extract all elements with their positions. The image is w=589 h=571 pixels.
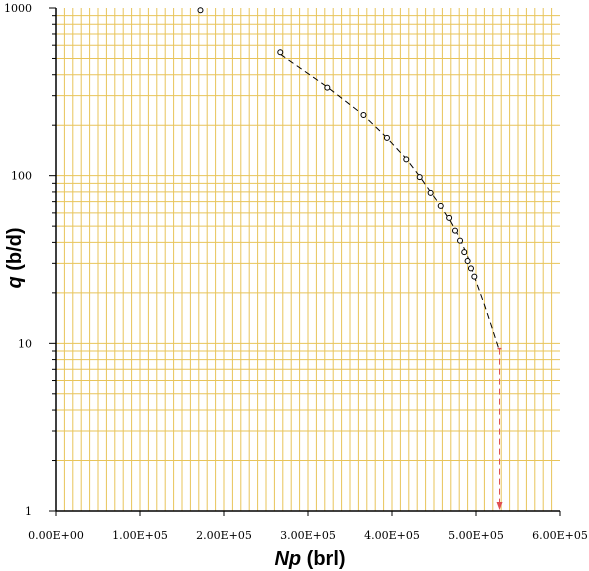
data-point xyxy=(437,202,444,209)
data-point xyxy=(452,227,458,234)
extrapolation-line xyxy=(496,347,503,510)
y-axis-title: q (b/d) xyxy=(4,227,26,288)
x-tick-label: 0.00E+00 xyxy=(28,529,84,542)
data-points xyxy=(197,7,478,280)
y-tick-label: 10 xyxy=(18,337,32,350)
x-axis-variable: Np xyxy=(274,548,301,570)
x-tick-label: 5.00E+05 xyxy=(448,529,504,542)
x-axis-unit: (brl) xyxy=(301,548,345,570)
data-point xyxy=(416,174,423,181)
x-tick-label: 4.00E+05 xyxy=(364,529,420,542)
x-tick-label: 3.00E+05 xyxy=(280,529,336,542)
data-point xyxy=(467,265,474,272)
extrapolation-arrow-icon xyxy=(496,502,503,510)
y-tick-label: 1 xyxy=(25,505,32,518)
y-tick-labels: 1 10 100 1000 xyxy=(4,2,32,518)
data-point xyxy=(464,257,471,264)
data-point xyxy=(383,134,390,141)
plot-axes xyxy=(49,7,561,516)
data-point xyxy=(427,189,434,196)
data-point xyxy=(277,49,284,56)
x-tick-labels: 0.00E+00 1.00E+05 2.00E+05 3.00E+05 4.00E+05… xyxy=(28,529,588,542)
x-tick-label: 1.00E+05 xyxy=(112,529,168,542)
y-axis-unit: (b/d) xyxy=(4,227,26,276)
grid-lines xyxy=(56,8,560,511)
data-point xyxy=(403,156,410,163)
data-point xyxy=(360,112,367,119)
data-point xyxy=(471,273,478,280)
data-point xyxy=(446,214,453,221)
x-axis-title: Np (brl) xyxy=(274,548,345,570)
data-point xyxy=(461,249,468,256)
x-tick-label: 6.00E+05 xyxy=(532,529,588,542)
data-point xyxy=(197,7,204,14)
x-tick-label: 2.00E+05 xyxy=(196,529,252,542)
y-tick-label: 1000 xyxy=(4,2,32,15)
data-point xyxy=(324,84,331,91)
y-axis-variable: q xyxy=(4,276,26,288)
y-tick-label: 100 xyxy=(11,170,32,183)
data-point xyxy=(457,237,464,244)
